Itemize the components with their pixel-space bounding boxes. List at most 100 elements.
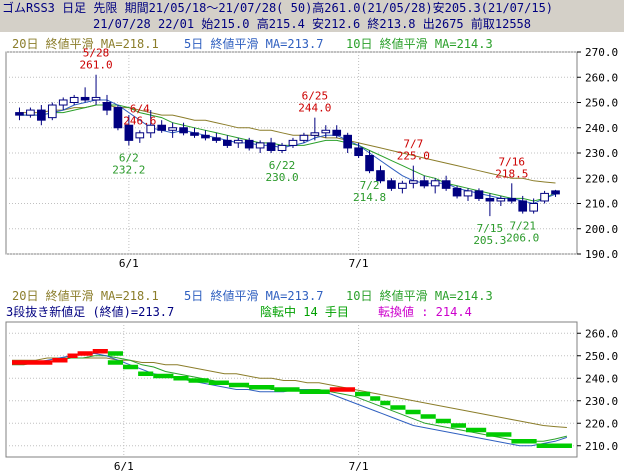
legend-bottom: 20日 終値平滑 MA=218.1 5日 終値平滑 MA=213.7 10日 終値平… [12, 288, 493, 303]
candle-body [540, 192, 549, 202]
candle-body [321, 129, 331, 134]
candle-body [223, 139, 232, 146]
kagi-brick [405, 409, 421, 415]
kagi-info: 3段抜き新値足 (終値)=213.7 陰転中 14 手目 転換値 : 214.4 [6, 304, 472, 319]
kagi-brick [466, 427, 487, 433]
candle-body [398, 182, 407, 189]
candle-body [58, 99, 68, 106]
candle-body [244, 139, 254, 149]
price-xtick-label: 7/1 [349, 257, 369, 270]
annotation-value: 232.2 [112, 163, 145, 176]
kagi-brick [52, 358, 68, 363]
kagi-brick [153, 373, 174, 379]
candle-body [37, 109, 46, 121]
candle-body [496, 197, 506, 202]
candle-body [288, 139, 298, 146]
kagi-brick [228, 382, 250, 388]
candle-body [135, 132, 145, 139]
annotation-value: 244.0 [298, 102, 331, 115]
candle-body [212, 137, 221, 141]
annotation-date: 6/25 [302, 90, 329, 103]
candle-body [354, 147, 363, 157]
chart-title-bar: ゴムRSS3 日足 先限 期間21/05/18～21/07/28( 50)高26… [0, 0, 624, 16]
legend-entry: 5日 終値平滑 MA=213.7 [184, 288, 323, 303]
kagi-ytick-label: 250.0 [585, 350, 618, 363]
candle-body [168, 127, 177, 131]
annotation-date: 6/22 [269, 159, 296, 172]
kagi-brick [299, 389, 330, 394]
annotation-value: 230.0 [265, 171, 298, 184]
kagi-brick [92, 349, 108, 354]
price-ytick-label: 270.0 [585, 46, 618, 59]
candle-body [277, 144, 287, 151]
annotation-value: 261.0 [79, 59, 112, 72]
legend-top: 20日 終値平滑 MA=218.1 5日 終値平滑 MA=213.7 10日 終値平… [12, 36, 493, 51]
annotation-value: 214.8 [353, 191, 386, 204]
candle-body [452, 187, 462, 197]
price-ytick-label: 240.0 [585, 122, 618, 135]
annotation-date: 7/2 [360, 179, 380, 192]
candle-body [343, 134, 352, 149]
kagi-brick [536, 443, 572, 448]
candle-body [15, 112, 24, 116]
kagi-brick [435, 418, 451, 424]
annotation-date: 6/4 [130, 102, 150, 115]
kagi-brick [370, 396, 381, 401]
candle-body [190, 132, 199, 136]
price-ytick-label: 210.0 [585, 198, 618, 211]
kagi-ma20-line [12, 357, 567, 428]
candle-body [102, 102, 112, 111]
candle-body [430, 180, 440, 187]
candle-body [233, 139, 243, 144]
kagi-brick [12, 360, 53, 365]
annotation-value: 246.6 [123, 114, 156, 127]
candle-body [529, 203, 538, 212]
kagi-brick [208, 380, 229, 385]
candle-body [47, 104, 57, 119]
price-ytick-label: 250.0 [585, 97, 618, 110]
kagi-brick [107, 351, 123, 356]
legend-entry: 10日 終値平滑 MA=214.3 [346, 36, 493, 51]
candle-body [551, 190, 560, 195]
kagi-brick [511, 439, 537, 444]
kagi-ytick-label: 220.0 [585, 417, 618, 430]
kagi-brick [274, 387, 300, 392]
candle-body [124, 124, 134, 141]
candle-body [387, 180, 396, 189]
price-ytick-label: 230.0 [585, 147, 618, 160]
kagi-brick [122, 364, 139, 370]
legend-entry: 5日 終値平滑 MA=213.7 [184, 36, 323, 51]
kagi-brick [249, 385, 275, 390]
candle-body [408, 180, 418, 184]
kagi-state: 陰転中 14 手目 [260, 304, 349, 319]
kagi-brick [67, 353, 78, 358]
chart-summary-bar: 21/07/28 22/01 始215.0 高215.4 安212.6 終213… [0, 16, 624, 32]
kagi-brick [138, 371, 154, 376]
legend-entry: 20日 終値平滑 MA=218.1 [12, 36, 159, 51]
kagi-brick [107, 360, 123, 365]
kagi-xtick-label: 6/1 [114, 460, 134, 473]
annotation-date: 6/2 [119, 151, 139, 164]
candle-body [299, 134, 309, 141]
legend-entry: 10日 終値平滑 MA=214.3 [346, 288, 493, 303]
price-xtick-label: 6/1 [119, 257, 139, 270]
annotation-value: 206.0 [506, 232, 539, 245]
kagi-brick [390, 405, 406, 410]
candle-body [201, 134, 210, 139]
candle-body [179, 127, 188, 134]
annotation-date: 7/21 [509, 220, 536, 233]
annotation-date: 5/28 [83, 47, 110, 60]
candle-body [365, 155, 374, 172]
candle-body [463, 190, 473, 197]
price-ytick-label: 220.0 [585, 172, 618, 185]
candle-body [80, 96, 90, 101]
kagi-ytick-label: 230.0 [585, 395, 618, 408]
kagi-xtick-label: 7/1 [349, 460, 369, 473]
candle-body [485, 197, 495, 202]
candle-body [69, 96, 79, 103]
annotation-date: 7/15 [477, 222, 504, 235]
annotation-value: 218.5 [495, 167, 528, 180]
candle-body [376, 170, 385, 182]
